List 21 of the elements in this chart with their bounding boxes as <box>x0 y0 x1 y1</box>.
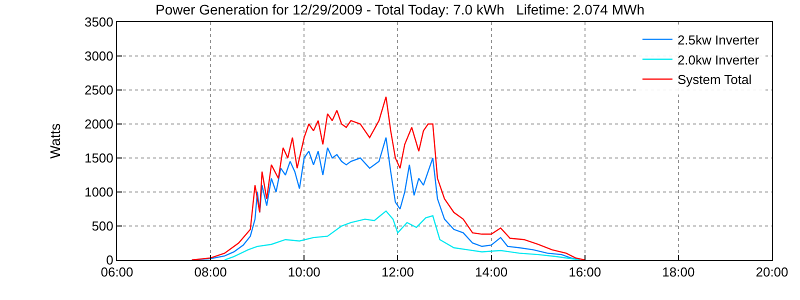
x-tick-label: 10:00 <box>288 264 320 280</box>
y-tick-label: 3500 <box>84 14 114 30</box>
line-series <box>191 96 586 260</box>
y-axis-title: Watts <box>47 123 64 159</box>
x-tick-label: 20:00 <box>756 264 788 280</box>
legend-label: 2.0kw Inverter <box>677 52 760 68</box>
x-tick-label: 08:00 <box>194 264 227 280</box>
x-tick-label: 12:00 <box>381 264 414 280</box>
x-tick-label: 16:00 <box>568 264 602 280</box>
y-tick-label: 1000 <box>84 184 114 200</box>
line-series <box>224 210 581 260</box>
y-tick-label: 1500 <box>84 150 114 166</box>
x-tick-label: 18:00 <box>662 264 695 280</box>
y-tick-label: 2000 <box>84 116 114 132</box>
y-tick-label: 2500 <box>84 82 114 98</box>
y-tick-label: 500 <box>92 218 114 234</box>
y-tick-label: 3000 <box>84 48 114 64</box>
legend-label: System Total <box>677 72 752 88</box>
legend-label: 2.5kw Inverter <box>677 32 760 48</box>
chart-title: Power Generation for 12/29/2009 - Total Today: 7.0 kWh Lifetime: 2.074 MWh <box>156 1 644 18</box>
x-tick-label: 14:00 <box>475 264 508 280</box>
